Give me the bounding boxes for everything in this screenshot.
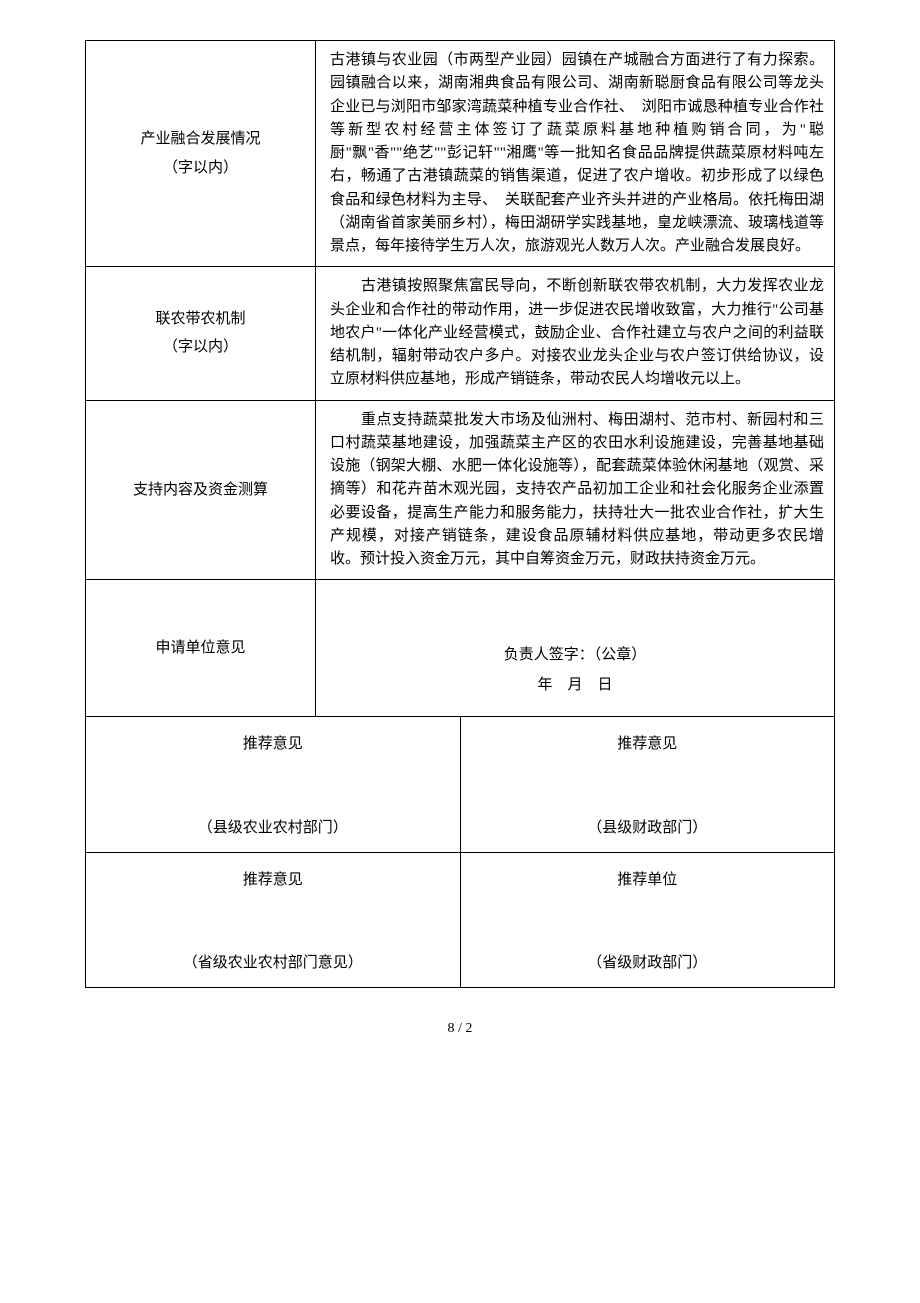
content-applicant-opinion-cell: 负责人签字：（公章） 年 月 日 <box>316 580 835 717</box>
label-applicant-opinion-text: 申请单位意见 <box>92 634 309 663</box>
content-industry-integration-cell: 古港镇与农业园（市两型产业园）园镇在产城融合方面进行了有力探索。园镇融合以来，湖… <box>316 41 835 267</box>
content-farmer-mechanism: 古港镇按照聚焦富民导向，不断创新联农带农机制，大力发挥农业龙头企业和合作社的带动… <box>316 267 834 399</box>
date-line: 年 月 日 <box>326 670 824 700</box>
row-farmer-mechanism: 联农带农机制 （字以内） 古港镇按照聚焦富民导向，不断创新联农带农机制，大力发挥… <box>86 267 835 400</box>
row-industry-integration: 产业融合发展情况 （字以内） 古港镇与农业园（市两型产业园）园镇在产城融合方面进… <box>86 41 835 267</box>
county-agri-title: 推荐意见 <box>96 733 450 756</box>
row-support-funding: 支持内容及资金测算 重点支持蔬菜批发大市场及仙洲村、梅田湖村、范市村、新园村和三… <box>86 400 835 580</box>
province-finance-title: 推荐单位 <box>471 869 825 892</box>
row-applicant-opinion: 申请单位意见 负责人签字：（公章） 年 月 日 <box>86 580 835 717</box>
province-finance-cell: 推荐单位 （省级财政部门） <box>460 852 835 988</box>
content-industry-integration: 古港镇与农业园（市两型产业园）园镇在产城融合方面进行了有力探索。园镇融合以来，湖… <box>316 41 834 266</box>
label-farmer-mechanism-l1: 联农带农机制 <box>92 305 309 334</box>
label-support-funding-text: 支持内容及资金测算 <box>92 476 309 505</box>
province-agri-title: 推荐意见 <box>96 869 450 892</box>
content-support-funding-cell: 重点支持蔬菜批发大市场及仙洲村、梅田湖村、范市村、新园村和三口村蔬菜基地建设，加… <box>316 400 835 580</box>
label-farmer-mechanism-l2: （字以内） <box>92 333 309 362</box>
county-agri-dept: （县级农业农村部门） <box>96 817 450 840</box>
content-farmer-mechanism-cell: 古港镇按照聚焦富民导向，不断创新联农带农机制，大力发挥农业龙头企业和合作社的带动… <box>316 267 835 400</box>
label-industry-integration-l1: 产业融合发展情况 <box>92 125 309 154</box>
label-applicant-opinion: 申请单位意见 <box>86 580 316 717</box>
province-agri-dept: （省级农业农村部门意见） <box>96 952 450 975</box>
label-farmer-mechanism: 联农带农机制 （字以内） <box>86 267 316 400</box>
county-finance-cell: 推荐意见 （县级财政部门） <box>460 717 835 852</box>
county-finance-title: 推荐意见 <box>471 733 825 756</box>
content-support-funding: 重点支持蔬菜批发大市场及仙洲村、梅田湖村、范市村、新园村和三口村蔬菜基地建设，加… <box>316 401 834 580</box>
row-county-recommend: 推荐意见 （县级农业农村部门） 推荐意见 （县级财政部门） <box>86 717 835 852</box>
signature-line: 负责人签字：（公章） <box>326 640 824 670</box>
recommend-table: 推荐意见 （县级农业农村部门） 推荐意见 （县级财政部门） 推荐意见 （省 <box>85 717 835 988</box>
label-industry-integration: 产业融合发展情况 （字以内） <box>86 41 316 267</box>
county-finance-dept: （县级财政部门） <box>471 817 825 840</box>
row-province-recommend: 推荐意见 （省级农业农村部门意见） 推荐单位 （省级财政部门） <box>86 852 835 988</box>
county-agri-cell: 推荐意见 （县级农业农村部门） <box>86 717 461 852</box>
label-industry-integration-l2: （字以内） <box>92 154 309 183</box>
label-support-funding: 支持内容及资金测算 <box>86 400 316 580</box>
province-agri-cell: 推荐意见 （省级农业农村部门意见） <box>86 852 461 988</box>
form-table: 产业融合发展情况 （字以内） 古港镇与农业园（市两型产业园）园镇在产城融合方面进… <box>85 40 835 717</box>
page-footer: 8 / 2 <box>85 988 835 1040</box>
province-finance-dept: （省级财政部门） <box>471 952 825 975</box>
